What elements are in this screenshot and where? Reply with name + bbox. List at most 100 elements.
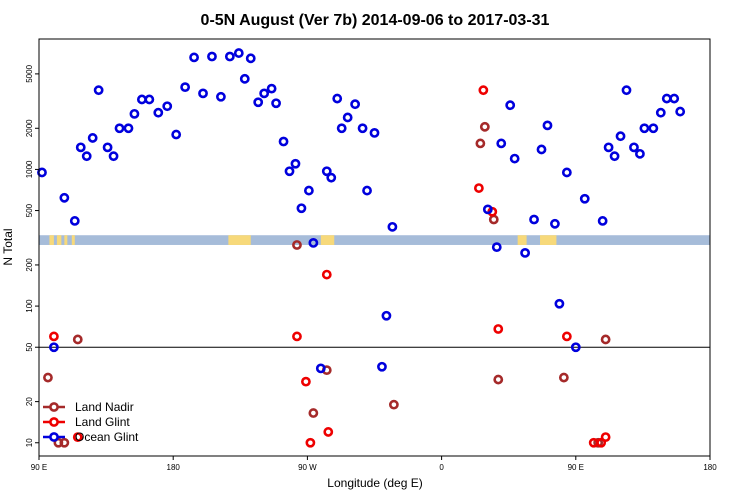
legend-item: Land Glint (43, 415, 130, 429)
data-point-series-1 (473, 183, 484, 193)
data-point-series-0 (72, 334, 83, 345)
data-point-series-2 (554, 298, 565, 309)
data-point-series-2 (350, 99, 361, 110)
data-point-series-2 (381, 310, 392, 321)
data-point-series-2 (93, 85, 104, 96)
data-point-series-2 (315, 363, 326, 374)
legend-marker (49, 432, 59, 442)
data-point-series-2 (198, 88, 208, 99)
data-point-series-1 (323, 427, 334, 437)
data-point-series-2 (357, 123, 368, 134)
data-point-series-0 (308, 408, 319, 418)
data-point-series-2 (69, 216, 80, 226)
map-strip-land (64, 235, 68, 245)
y-tick-label: 200 (25, 258, 34, 272)
y-tick-label: 500 (25, 203, 34, 217)
data-point-series-2 (655, 107, 666, 118)
data-point-series-2 (387, 221, 398, 232)
legend-item: Ocean Glint (43, 430, 139, 444)
legend-marker (49, 417, 59, 427)
legend-label: Land Glint (75, 415, 130, 429)
x-tick-label: 90 W (298, 463, 317, 472)
data-point-series-2 (253, 97, 264, 108)
map-strip-ocean (39, 235, 710, 245)
data-point-series-2 (224, 51, 235, 62)
data-point-series-2 (579, 193, 590, 204)
data-point-series-2 (550, 218, 560, 229)
data-point-series-2 (635, 148, 645, 159)
data-point-series-2 (207, 51, 217, 62)
data-point-series-2 (266, 83, 277, 94)
data-point-series-1 (478, 85, 489, 96)
map-strip (39, 235, 710, 245)
data-point-series-1 (561, 331, 572, 342)
x-tick-label: 180 (703, 463, 717, 472)
data-point-series-2 (615, 131, 626, 142)
y-axis: 10 20 50 100 200 500 1000 2000 5000 (25, 64, 39, 447)
data-point-series-0 (475, 138, 486, 149)
map-strip-land (517, 235, 527, 245)
map-strip-land (228, 235, 251, 245)
data-point-series-2 (621, 85, 632, 96)
data-point-series-2 (496, 138, 507, 149)
data-point-series-2 (332, 93, 343, 104)
data-point-series-2 (529, 214, 539, 225)
data-point-series-2 (245, 53, 256, 64)
data-point-series-2 (81, 151, 92, 162)
map-strip-land (71, 235, 75, 245)
data-point-series-2 (669, 93, 680, 104)
data-point-series-1 (600, 432, 611, 442)
data-point-series-1 (49, 331, 59, 342)
plot-frame (38, 38, 711, 457)
x-tick-label: 90 E (31, 463, 47, 472)
data-point-series-2 (362, 185, 372, 196)
data-point-series-2 (271, 98, 281, 109)
data-point-series-2 (87, 133, 98, 143)
data-point-series-2 (570, 342, 581, 353)
y-tick-label: 20 (25, 397, 34, 406)
legend-label: Land Nadir (75, 400, 134, 414)
data-point-series-2 (342, 112, 353, 123)
chart-title: 0-5N August (Ver 7b) 2014-09-06 to 2017-… (201, 12, 550, 29)
data-point-series-2 (321, 166, 332, 177)
data-point-series-0 (388, 399, 399, 410)
legend-item: Land Nadir (43, 400, 134, 414)
map-strip-land (56, 235, 62, 245)
data-point-series-1 (493, 324, 504, 334)
legend-marker (49, 402, 59, 412)
data-point-series-2 (239, 73, 250, 84)
y-axis-label: N Total (1, 228, 15, 265)
data-point-series-1 (305, 437, 316, 448)
data-point-series-1 (596, 437, 607, 448)
data-point-series-2 (216, 91, 226, 102)
x-axis: 90 E 180 90 W 0 90 E 180 (31, 456, 717, 472)
data-point-series-2 (37, 167, 47, 178)
data-point-series-2 (129, 108, 140, 119)
data-point-series-2 (482, 204, 493, 215)
legend-label: Ocean Glint (75, 430, 139, 444)
data-point-series-2 (542, 120, 553, 131)
data-point-series-2 (171, 129, 182, 140)
map-strip-land (320, 235, 335, 245)
data-point-series-2 (639, 123, 650, 134)
x-axis-label: Longitude (deg E) (327, 476, 422, 490)
data-point-series-2 (536, 144, 547, 155)
data-point-series-1 (301, 376, 311, 387)
data-point-series-0 (479, 121, 490, 132)
data-point-series-2 (491, 242, 502, 253)
y-tick-label: 5000 (25, 64, 34, 82)
data-point-series-2 (123, 123, 134, 134)
data-point-series-2 (509, 153, 520, 164)
data-point-series-2 (108, 151, 119, 162)
data-point-series-2 (284, 166, 295, 177)
data-point-series-2 (303, 185, 314, 196)
data-points (37, 48, 686, 448)
data-point-series-2 (180, 82, 191, 93)
data-point-series-2 (102, 142, 113, 153)
y-tick-label: 10 (25, 438, 34, 447)
map-strip-land (540, 235, 557, 245)
data-point-series-1 (321, 269, 332, 280)
data-point-series-2 (520, 247, 531, 258)
